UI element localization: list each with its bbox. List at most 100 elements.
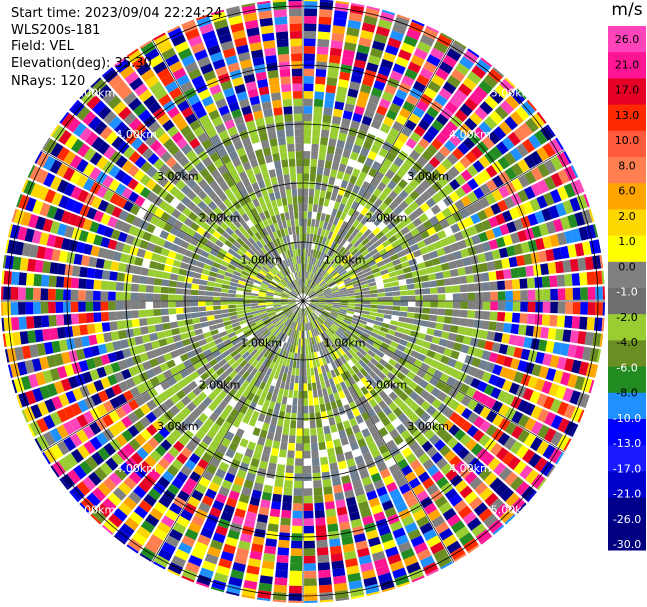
velocity-bin bbox=[185, 149, 197, 161]
velocity-bin bbox=[206, 163, 217, 174]
velocity-bin bbox=[171, 477, 184, 490]
velocity-bin bbox=[363, 364, 372, 374]
velocity-bin bbox=[263, 278, 271, 284]
velocity-bin bbox=[221, 154, 231, 165]
velocity-bin bbox=[191, 396, 202, 407]
velocity-bin bbox=[288, 283, 294, 290]
velocity-bin bbox=[71, 325, 81, 337]
velocity-bin bbox=[243, 328, 251, 335]
velocity-bin bbox=[280, 298, 289, 301]
velocity-bin bbox=[130, 292, 139, 301]
velocity-bin bbox=[511, 279, 521, 290]
velocity-bin bbox=[308, 352, 313, 361]
velocity-bin bbox=[244, 331, 253, 338]
velocity-bin bbox=[118, 209, 129, 221]
velocity-bin bbox=[202, 434, 213, 446]
velocity-bin bbox=[373, 198, 383, 208]
velocity-bin bbox=[402, 376, 412, 386]
velocity-bin bbox=[504, 471, 518, 486]
velocity-bin bbox=[407, 295, 416, 301]
velocity-bin bbox=[323, 198, 330, 207]
velocity-bin bbox=[283, 419, 290, 428]
velocity-bin bbox=[281, 91, 292, 100]
velocity-bin bbox=[189, 137, 201, 149]
velocity-bin bbox=[208, 235, 218, 244]
velocity-bin bbox=[466, 425, 479, 438]
velocity-bin bbox=[274, 255, 281, 264]
velocity-bin bbox=[279, 324, 286, 332]
velocity-bin bbox=[248, 322, 257, 328]
velocity-bin bbox=[277, 221, 284, 230]
velocity-bin bbox=[382, 216, 392, 226]
velocity-bin bbox=[381, 416, 391, 427]
velocity-bin bbox=[307, 218, 312, 227]
velocity-bin bbox=[368, 281, 377, 287]
velocity-bin bbox=[130, 283, 139, 292]
velocity-bin bbox=[277, 46, 290, 55]
velocity-bin bbox=[289, 304, 297, 308]
velocity-bin bbox=[293, 256, 297, 265]
velocity-bin bbox=[423, 528, 438, 542]
velocity-bin bbox=[337, 78, 349, 89]
velocity-bin bbox=[288, 0, 302, 2]
velocity-bin bbox=[394, 263, 403, 271]
velocity-bin bbox=[100, 354, 111, 366]
velocity-bin bbox=[398, 49, 412, 61]
velocity-bin bbox=[286, 457, 295, 466]
velocity-bin bbox=[32, 387, 44, 403]
velocity-bin bbox=[426, 366, 437, 376]
velocity-bin bbox=[394, 331, 403, 339]
velocity-bin bbox=[115, 311, 124, 320]
velocity-bin bbox=[304, 315, 307, 324]
velocity-bin bbox=[303, 308, 306, 316]
velocity-bin bbox=[313, 397, 319, 406]
velocity-bin bbox=[312, 359, 317, 368]
velocity-bin bbox=[356, 371, 365, 380]
velocity-bin bbox=[336, 86, 348, 96]
velocity-bin bbox=[33, 302, 41, 315]
velocity-bin bbox=[100, 301, 109, 311]
velocity-bin bbox=[85, 312, 95, 323]
velocity-bin bbox=[86, 382, 98, 395]
velocity-bin bbox=[513, 127, 527, 142]
velocity-bin bbox=[93, 290, 101, 301]
velocity-bin bbox=[459, 156, 472, 169]
velocity-bin bbox=[331, 477, 342, 487]
velocity-bin bbox=[249, 158, 259, 168]
velocity-bin bbox=[340, 229, 348, 238]
velocity-bin bbox=[288, 296, 296, 299]
velocity-bin bbox=[396, 250, 406, 258]
velocity-bin bbox=[149, 234, 159, 244]
velocity-bin bbox=[472, 200, 484, 212]
velocity-bin bbox=[131, 318, 140, 328]
velocity-bin bbox=[570, 165, 579, 178]
velocity-bin bbox=[299, 286, 302, 294]
velocity-bin bbox=[113, 508, 128, 522]
velocity-bin bbox=[254, 370, 262, 379]
velocity-bin bbox=[342, 543, 355, 553]
velocity-bin bbox=[315, 288, 323, 294]
velocity-bin bbox=[195, 429, 206, 441]
velocity-bin bbox=[293, 203, 298, 212]
velocity-bin bbox=[270, 417, 278, 426]
velocity-bin bbox=[283, 487, 293, 496]
velocity-bin bbox=[291, 306, 298, 312]
velocity-bin bbox=[215, 278, 224, 284]
velocity-bin bbox=[506, 369, 517, 381]
velocity-bin bbox=[340, 238, 347, 247]
velocity-bin bbox=[173, 219, 184, 230]
velocity-bin bbox=[430, 422, 442, 434]
velocity-bin bbox=[218, 212, 228, 222]
velocity-bin bbox=[241, 270, 250, 277]
velocity-bin bbox=[464, 265, 474, 275]
velocity-bin bbox=[325, 440, 334, 450]
velocity-bin bbox=[278, 282, 286, 288]
velocity-bin bbox=[332, 376, 340, 385]
velocity-bin bbox=[314, 495, 324, 504]
velocity-bin bbox=[304, 308, 307, 316]
velocity-bin bbox=[9, 224, 21, 239]
velocity-bin bbox=[446, 437, 459, 449]
velocity-bin bbox=[417, 332, 426, 340]
velocity-bin bbox=[146, 242, 156, 252]
velocity-bin bbox=[357, 462, 367, 472]
